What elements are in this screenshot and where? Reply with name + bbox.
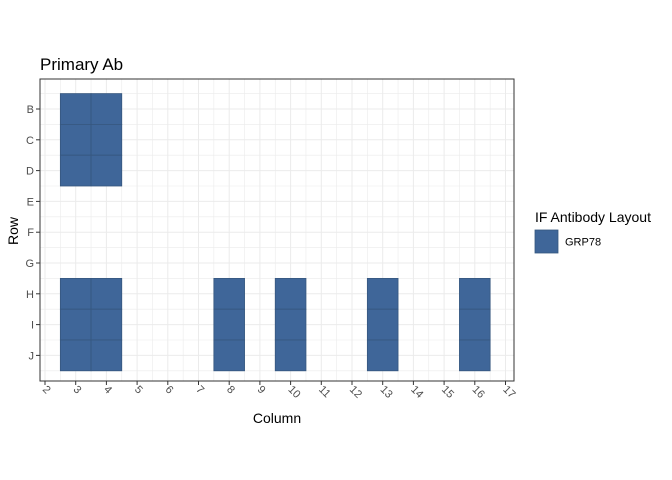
well-tile [90, 93, 123, 125]
x-tick-label: 3 [71, 384, 84, 397]
well-tile [59, 339, 92, 372]
y-tick-label: I [31, 320, 34, 332]
x-tick-label: 7 [193, 384, 206, 397]
well-tile [90, 277, 123, 310]
legend: IF Antibody Layout GRP78 [534, 209, 651, 254]
y-axis: B C D E F G H I J [25, 104, 40, 362]
well-tile [59, 308, 92, 341]
well-tile [213, 277, 245, 310]
x-tick-label: 6 [163, 384, 176, 397]
chart-title: Primary Ab [40, 55, 123, 74]
x-tick-label: 17 [500, 384, 517, 401]
x-axis-title: Column [253, 410, 301, 426]
well-tiles [59, 93, 491, 372]
x-tick-label: 13 [378, 384, 395, 401]
well-tile [90, 124, 123, 156]
y-tick-label: H [26, 289, 34, 301]
well-tile [59, 124, 92, 156]
well-tile [90, 154, 123, 187]
x-tick-label: 12 [347, 384, 364, 401]
well-tile [59, 277, 92, 310]
well-tile [459, 277, 491, 310]
y-axis-title: Row [5, 216, 21, 245]
x-tick-label: 14 [408, 384, 425, 401]
well-tile [366, 308, 399, 341]
x-tick-label: 10 [285, 384, 302, 401]
well-tile [459, 339, 491, 372]
x-tick-label: 16 [470, 384, 487, 401]
well-tile [59, 93, 92, 125]
x-tick-label: 4 [101, 384, 114, 397]
x-tick-label: 2 [40, 384, 53, 397]
well-tile [59, 154, 92, 187]
y-tick-label: D [26, 166, 34, 178]
plot-panel [39, 78, 515, 382]
well-tile [274, 277, 307, 310]
x-tick-label: 8 [224, 384, 237, 397]
y-tick-label: G [25, 258, 34, 270]
legend-key [534, 229, 559, 254]
well-tile [90, 339, 123, 372]
panel-border [39, 78, 515, 382]
legend-label: GRP78 [565, 237, 601, 249]
y-tick-label: J [29, 350, 35, 362]
well-tile [274, 339, 307, 372]
legend-entries: GRP78 [534, 229, 601, 254]
y-tick-label: E [27, 196, 34, 208]
legend-title: IF Antibody Layout [535, 209, 651, 225]
x-tick-label: 15 [439, 384, 456, 401]
x-tick-label: 5 [132, 384, 145, 397]
well-tile [213, 308, 245, 341]
y-tick-label: B [27, 104, 34, 116]
x-axis: 2 3 4 5 6 7 8 9 10 11 12 13 14 15 16 17 [40, 381, 518, 401]
y-tick-label: C [26, 135, 34, 147]
well-tile [213, 339, 245, 372]
well-tile [90, 308, 123, 341]
well-tile [366, 339, 399, 372]
x-tick-label: 9 [255, 384, 268, 397]
well-tile [459, 308, 491, 341]
well-tile [274, 308, 307, 341]
x-tick-label: 11 [316, 384, 333, 401]
y-tick-label: F [27, 227, 34, 239]
well-tile [366, 277, 399, 310]
